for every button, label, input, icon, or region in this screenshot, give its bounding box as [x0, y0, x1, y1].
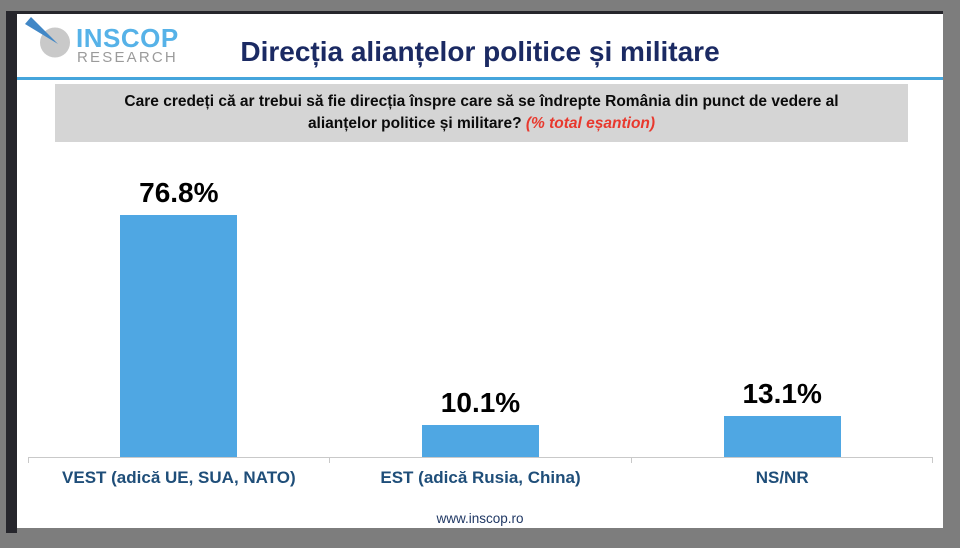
- x-axis-ticks: [28, 458, 933, 463]
- bar-vest: [120, 215, 238, 457]
- logo-sub-text: RESEARCH: [77, 49, 178, 66]
- bar-chart: 76.8% 10.1% 13.1%: [28, 164, 933, 458]
- bar-nsnr: [723, 415, 841, 457]
- compass-logo-icon: [25, 17, 70, 58]
- slide-top-accent: [6, 11, 943, 14]
- bar-group-vest: 76.8%: [28, 164, 330, 457]
- category-label-est: EST (adică Rusia, China): [380, 468, 581, 487]
- sample-note: (% total eșantion): [525, 115, 656, 132]
- value-label: 13.1%: [742, 377, 822, 409]
- slide: INSCOP RESEARCH Direcția alianțelor poli…: [17, 14, 943, 528]
- slide-left-accent: [6, 11, 17, 533]
- x-axis-labels: VEST (adică UE, SUA, NATO) EST (adică Ru…: [28, 467, 933, 489]
- inscop-logo: INSCOP RESEARCH: [23, 16, 253, 78]
- bar-est: [422, 425, 539, 457]
- question-text: Care credeți că ar trebui să fie direcți…: [55, 91, 908, 135]
- header-divider: [17, 77, 943, 80]
- question-main: Care credeți că ar trebui să fie direcți…: [124, 93, 839, 132]
- website-url: www.inscop.ro: [436, 511, 524, 526]
- value-label: 10.1%: [440, 387, 521, 419]
- category-label-nsnr: NS/NR: [755, 468, 809, 487]
- value-label: 76.8%: [139, 177, 219, 209]
- bar-group-est: 10.1%: [330, 164, 632, 457]
- bar-group-nsnr: 13.1%: [631, 164, 933, 457]
- question-box: Care credeți că ar trebui să fie direcți…: [55, 84, 908, 142]
- logo-brand-text: INSCOP: [76, 23, 179, 53]
- page-title: Direcția alianțelor politice și militare: [240, 36, 720, 67]
- category-label-vest: VEST (adică UE, SUA, NATO): [62, 468, 296, 487]
